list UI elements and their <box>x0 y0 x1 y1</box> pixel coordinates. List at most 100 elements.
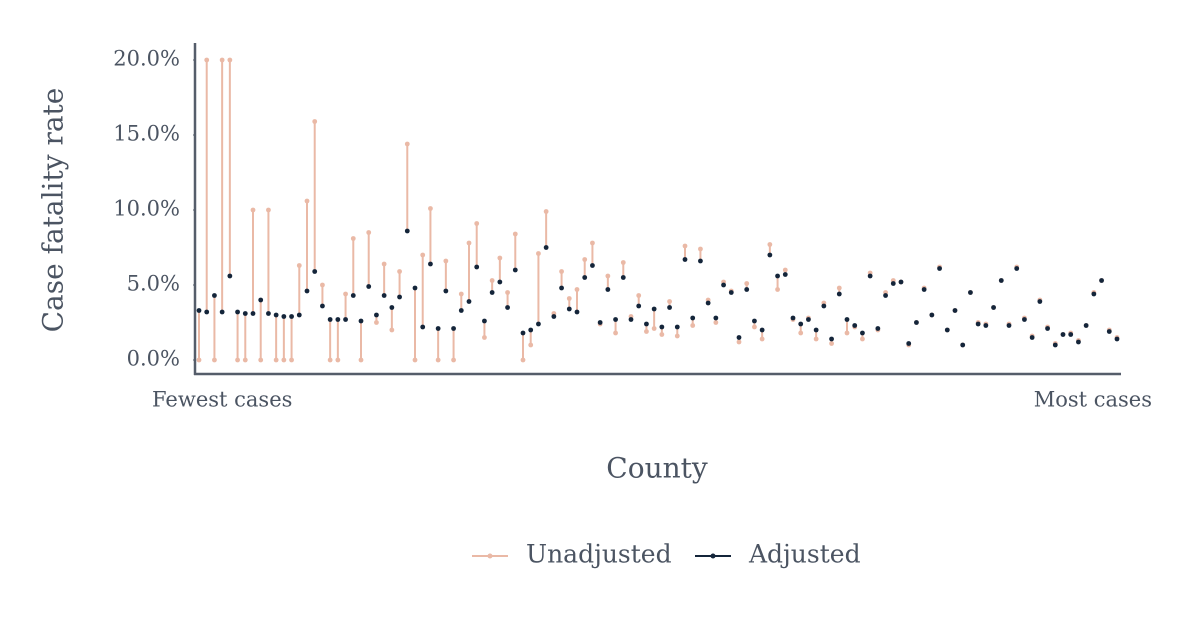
adjusted-dot <box>520 330 526 336</box>
unadjusted-dot <box>736 339 742 345</box>
adjusted-dot <box>320 303 325 309</box>
adjusted-dot <box>906 341 912 346</box>
adjusted-dot <box>991 305 996 310</box>
adjusted-dot <box>651 306 657 312</box>
adjusted-dot <box>420 324 426 330</box>
adjusted-dot <box>597 320 603 325</box>
adjusted-dot <box>744 287 750 292</box>
unadjusted-dot <box>536 251 541 256</box>
unadjusted-dot <box>744 281 750 286</box>
unadjusted-dot <box>435 357 441 363</box>
adjusted-dot <box>674 324 680 330</box>
unadjusted-dot <box>289 357 294 363</box>
unadjusted-dot <box>613 330 618 336</box>
adjusted-dot <box>489 290 495 295</box>
adjusted-dot <box>929 312 935 318</box>
unadjusted-dot <box>813 336 819 342</box>
unadjusted-dot <box>644 329 649 334</box>
adjusted-dot <box>998 278 1004 283</box>
adjusted-dot <box>435 326 441 331</box>
adjusted-dot <box>397 294 402 300</box>
adjusted-dot <box>690 315 696 321</box>
adjusted-dot <box>296 312 302 318</box>
adjusted-dot <box>543 245 549 250</box>
unadjusted-dot <box>296 263 302 268</box>
adjusted-dot <box>1029 335 1035 340</box>
adjusted-dot <box>196 308 202 313</box>
unadjusted-dot <box>767 242 773 247</box>
x-tick-label: Most cases <box>1034 388 1152 412</box>
unadjusted-dot <box>497 255 503 261</box>
adjusted-dot <box>798 321 804 327</box>
adjusted-dot <box>536 321 541 327</box>
unadjusted-dot <box>327 357 333 363</box>
unadjusted-dot <box>860 336 865 342</box>
unadjusted-dot <box>381 261 387 267</box>
adjusted-dot <box>713 315 719 321</box>
adjusted-dot <box>219 309 225 315</box>
adjusted-dot <box>273 312 279 318</box>
adjusted-dot <box>667 305 672 310</box>
unadjusted-dot <box>713 320 719 325</box>
unadjusted-dot <box>428 206 433 211</box>
y-tick-label: 0.0% <box>127 347 180 371</box>
unadjusted-dot <box>204 57 210 63</box>
adjusted-dot <box>366 284 372 289</box>
adjusted-dot <box>1060 332 1066 337</box>
adjusted-dot <box>829 336 834 342</box>
unadjusted-dot <box>397 269 402 274</box>
adjusted-dot <box>914 320 919 325</box>
adjusted-dot <box>482 318 487 324</box>
adjusted-dot <box>867 273 873 279</box>
adjusted-dot <box>1014 266 1020 271</box>
unadjusted-dot <box>682 243 688 249</box>
unadjusted-dot <box>474 221 480 226</box>
unadjusted-dot <box>196 357 202 363</box>
adjusted-dot <box>443 288 449 294</box>
adjusted-dot <box>821 303 827 309</box>
unadjusted-dot <box>258 357 264 363</box>
unadjusted-dot <box>528 342 534 348</box>
unadjusted-dot <box>335 357 341 363</box>
y-tick-label: 10.0% <box>113 197 180 221</box>
unadjusted-dot <box>219 57 225 63</box>
unadjusted-dot <box>412 357 418 363</box>
adjusted-dot <box>466 299 472 304</box>
adjusted-dot <box>412 285 418 291</box>
unadjusted-dot <box>775 287 780 292</box>
unadjusted-dot <box>566 296 572 301</box>
adjusted-dot <box>1006 323 1012 328</box>
adjusted-dot <box>775 273 780 279</box>
adjusted-dot <box>1091 291 1097 297</box>
unadjusted-dot <box>829 341 834 346</box>
unadjusted-dot <box>659 332 665 337</box>
adjusted-dot <box>281 314 287 319</box>
unadjusted-dot <box>836 285 842 291</box>
adjusted-dot <box>883 293 888 298</box>
unadjusted-dot <box>374 320 379 325</box>
adjusted-dot <box>428 261 433 267</box>
adjusted-dot <box>698 258 703 264</box>
x-axis-title: County <box>606 452 708 485</box>
unadjusted-dot <box>273 357 279 363</box>
legend-label: Adjusted <box>748 540 861 569</box>
adjusted-dot <box>551 314 557 319</box>
adjusted-dot <box>790 315 796 321</box>
unadjusted-dot <box>312 119 318 124</box>
adjusted-dot <box>1068 332 1074 337</box>
adjusted-dot <box>258 297 264 303</box>
adjusted-dot <box>404 228 410 234</box>
unadjusted-dot <box>389 327 395 333</box>
unadjusted-dot <box>235 357 240 363</box>
adjusted-dot <box>937 266 942 271</box>
adjusted-dot <box>204 309 210 315</box>
adjusted-dot <box>968 290 973 295</box>
unadjusted-dot <box>304 198 310 204</box>
adjusted-dot <box>659 324 665 330</box>
unadjusted-dot <box>212 357 217 363</box>
unadjusted-dot <box>266 207 271 213</box>
unadjusted-dot <box>798 330 804 336</box>
adjusted-dot <box>952 308 958 313</box>
adjusted-dot <box>736 335 742 340</box>
